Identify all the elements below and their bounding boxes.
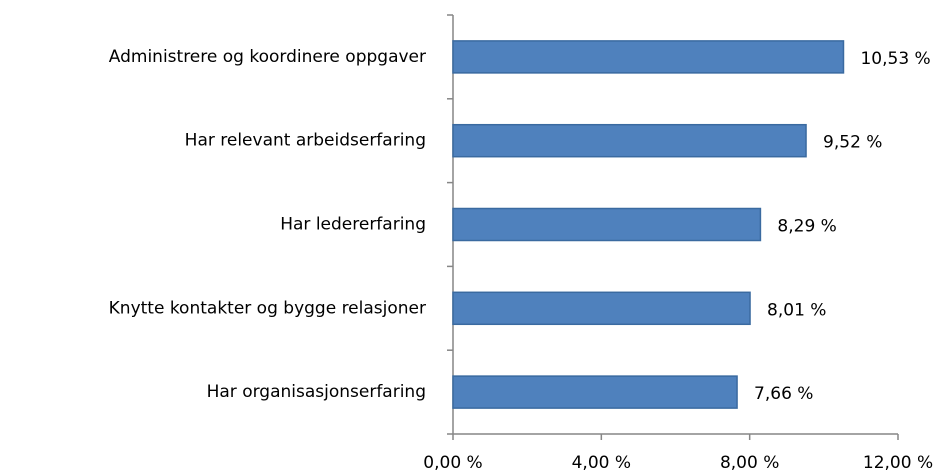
value-label: 8,01 % [767,300,826,320]
y-tick-label: Har organisasjonserfaring [207,382,426,402]
value-label: 10,53 % [860,49,930,69]
value-label: 9,52 % [823,133,882,153]
value-label: 7,66 % [754,384,813,404]
y-tick-label: Har relevant arbeidserfaring [185,131,426,151]
x-tick-label: 4,00 % [572,453,631,473]
bar [452,40,845,74]
value-label: 8,29 % [777,217,836,237]
bar [452,123,807,158]
y-tick-label: Har ledererfaring [280,215,426,235]
bar [452,375,738,409]
bar [452,207,762,242]
y-tick-label: Administrere og koordinere oppgaver [109,47,426,67]
bar [452,291,751,326]
x-tick-label: 12,00 % [863,453,933,473]
x-tick-label: 0,00 % [423,453,482,473]
y-tick-label: Knytte kontakter og bygge relasjoner [109,298,426,318]
x-tick-label: 8,00 % [720,453,779,473]
